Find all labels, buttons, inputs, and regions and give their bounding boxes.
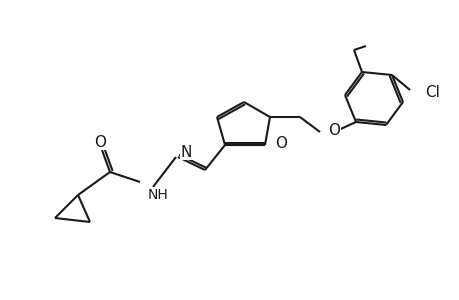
Text: NH: NH: [148, 188, 168, 202]
Text: N: N: [180, 145, 192, 160]
Text: O: O: [94, 134, 106, 149]
Text: Cl: Cl: [424, 85, 439, 100]
Text: O: O: [274, 136, 286, 151]
Text: O: O: [327, 122, 339, 137]
